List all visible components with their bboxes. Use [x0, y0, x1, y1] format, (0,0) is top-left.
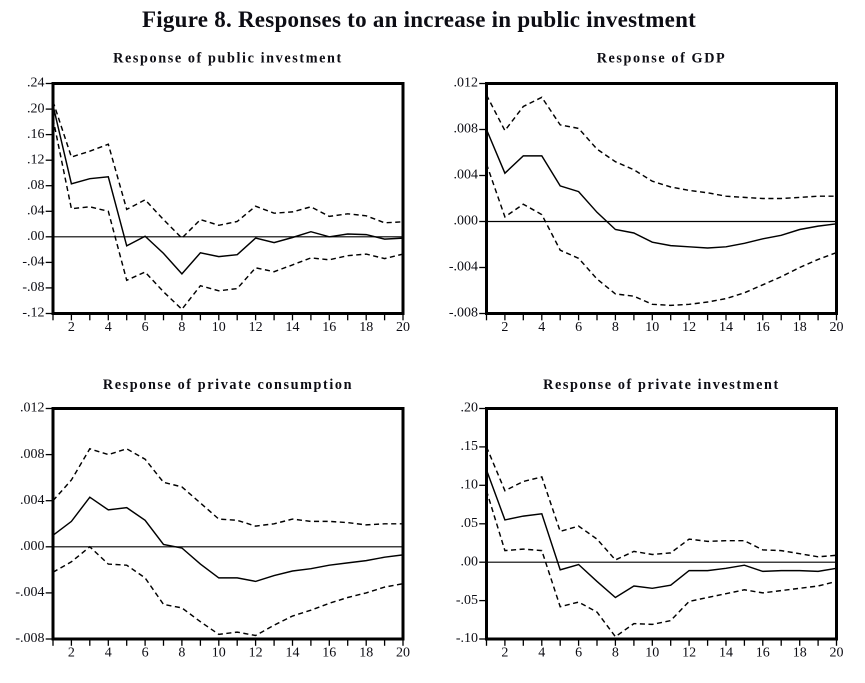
svg-text:.00: .00 — [27, 229, 45, 244]
svg-text:2: 2 — [501, 320, 508, 335]
svg-text:4: 4 — [538, 646, 545, 661]
svg-text:16: 16 — [322, 646, 336, 661]
svg-text:.012: .012 — [20, 401, 45, 416]
svg-text:10: 10 — [212, 646, 226, 661]
svg-text:.008: .008 — [454, 122, 479, 137]
svg-text:18: 18 — [359, 320, 373, 335]
svg-text:-.10: -.10 — [456, 631, 478, 646]
svg-text:.00: .00 — [461, 554, 479, 569]
svg-text:-.008: -.008 — [15, 631, 44, 646]
svg-text:18: 18 — [793, 320, 807, 335]
svg-text:8: 8 — [612, 320, 619, 335]
svg-text:16: 16 — [756, 320, 770, 335]
svg-text:.004: .004 — [20, 493, 45, 508]
svg-text:.04: .04 — [27, 204, 45, 219]
svg-text:-.05: -.05 — [456, 593, 478, 608]
svg-text:20: 20 — [396, 646, 410, 661]
svg-text:.20: .20 — [27, 101, 45, 116]
svg-text:12: 12 — [682, 646, 696, 661]
svg-text:2: 2 — [501, 646, 508, 661]
svg-text:Figure 8. Responses to an incr: Figure 8. Responses to an increase in pu… — [142, 7, 696, 32]
svg-text:6: 6 — [575, 646, 582, 661]
svg-text:.008: .008 — [20, 447, 45, 462]
svg-text:.012: .012 — [454, 76, 479, 91]
svg-text:12: 12 — [249, 320, 263, 335]
svg-text:6: 6 — [142, 320, 149, 335]
svg-text:.000: .000 — [454, 214, 479, 229]
svg-text:8: 8 — [178, 646, 185, 661]
svg-text:12: 12 — [682, 320, 696, 335]
svg-text:6: 6 — [142, 646, 149, 661]
svg-text:4: 4 — [105, 320, 112, 335]
svg-text:.15: .15 — [461, 439, 479, 454]
svg-text:.004: .004 — [454, 168, 479, 183]
svg-text:2: 2 — [68, 646, 75, 661]
svg-text:Response of private investment: Response of private investment — [543, 377, 780, 393]
svg-text:.05: .05 — [461, 516, 479, 531]
svg-text:20: 20 — [830, 646, 844, 661]
svg-text:-.008: -.008 — [449, 306, 478, 321]
svg-text:6: 6 — [575, 320, 582, 335]
svg-text:18: 18 — [359, 646, 373, 661]
svg-text:Response of GDP: Response of GDP — [597, 51, 727, 67]
svg-text:10: 10 — [645, 320, 659, 335]
svg-text:2: 2 — [68, 320, 75, 335]
svg-text:12: 12 — [249, 646, 263, 661]
svg-text:-.004: -.004 — [15, 585, 44, 600]
svg-text:8: 8 — [612, 646, 619, 661]
svg-text:14: 14 — [719, 320, 733, 335]
svg-text:10: 10 — [645, 646, 659, 661]
svg-text:.10: .10 — [461, 478, 479, 493]
svg-text:8: 8 — [178, 320, 185, 335]
svg-text:20: 20 — [396, 320, 410, 335]
svg-text:-.004: -.004 — [449, 260, 478, 275]
svg-text:.24: .24 — [27, 76, 45, 91]
svg-text:.16: .16 — [27, 127, 45, 142]
svg-text:-.12: -.12 — [22, 306, 44, 321]
svg-text:Response of public investment: Response of public investment — [113, 51, 343, 67]
svg-text:.08: .08 — [27, 178, 45, 193]
svg-text:14: 14 — [719, 646, 733, 661]
svg-text:4: 4 — [538, 320, 545, 335]
svg-text:-.04: -.04 — [22, 255, 44, 270]
svg-text:4: 4 — [105, 646, 112, 661]
svg-text:16: 16 — [756, 646, 770, 661]
svg-text:10: 10 — [212, 320, 226, 335]
svg-text:-.08: -.08 — [22, 280, 44, 295]
svg-text:14: 14 — [286, 646, 300, 661]
svg-text:Response of private consumptio: Response of private consumption — [103, 377, 353, 393]
svg-text:.20: .20 — [461, 401, 479, 416]
svg-text:16: 16 — [322, 320, 336, 335]
svg-text:20: 20 — [830, 320, 844, 335]
svg-text:18: 18 — [793, 646, 807, 661]
svg-text:.000: .000 — [20, 539, 45, 554]
svg-text:.12: .12 — [27, 152, 45, 167]
svg-text:14: 14 — [286, 320, 300, 335]
